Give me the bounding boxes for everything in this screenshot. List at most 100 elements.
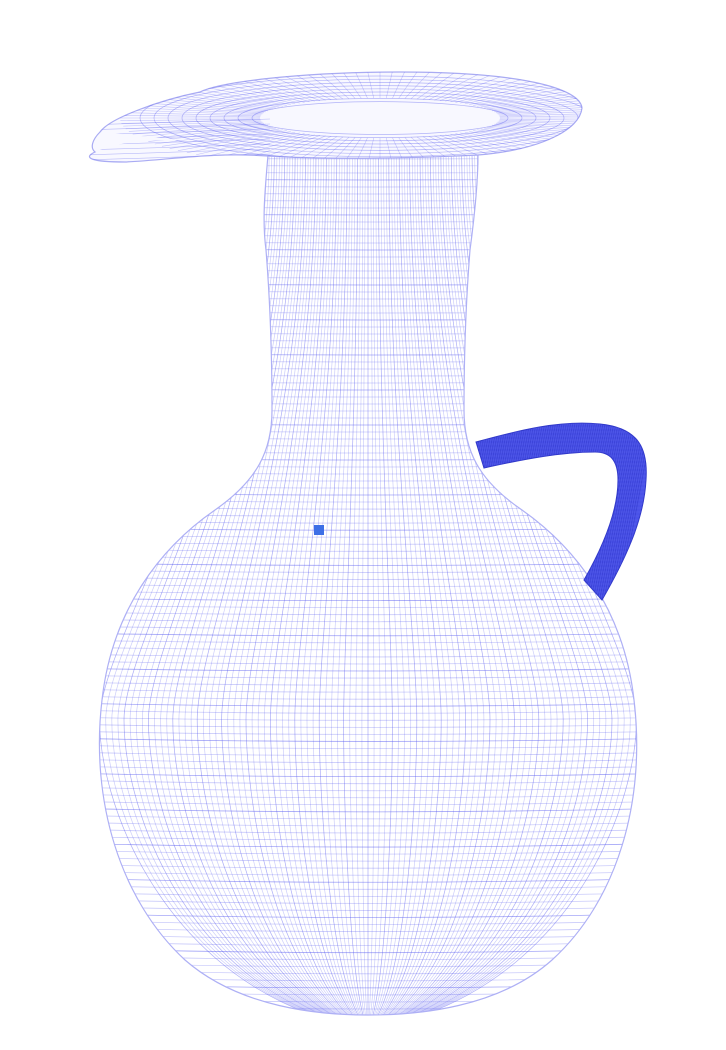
rim-spoke-line [120, 118, 261, 122]
rim-spoke-line [495, 122, 582, 132]
mesh-meridian-line [239, 155, 344, 1015]
rim-spoke-line [494, 123, 582, 135]
mesh-ring-line [99, 352, 637, 356]
mesh-ring-line [99, 611, 637, 616]
mesh-ring-line [99, 835, 637, 841]
rim-spoke-line [339, 72, 362, 99]
mesh-ring-line [99, 716, 637, 721]
rim-spoke-line [392, 137, 408, 162]
mesh-meridian-line [337, 155, 363, 1015]
mesh-ring-line [99, 485, 637, 489]
rim-spoke-line [489, 125, 582, 140]
mesh-meridian-line [388, 155, 473, 1015]
rim-spoke-line [494, 101, 582, 113]
rim-spoke-line [499, 114, 582, 118]
mesh-ring-line [99, 562, 637, 566]
mesh-ring-line [99, 933, 637, 939]
mesh-ring-line [99, 261, 637, 265]
mesh-ring-line [99, 408, 637, 412]
mesh-meridian-line [355, 155, 366, 1015]
rim-spoke-line [128, 104, 265, 114]
mesh-ring-line [99, 177, 637, 181]
mesh-ring-line [99, 730, 637, 735]
rim-spoke-line [169, 129, 283, 149]
mesh-ring-line [99, 275, 637, 279]
mesh-ring-line [99, 415, 637, 419]
pitcher-rim-spout[interactable] [85, 66, 640, 170]
spout-line [89, 118, 271, 126]
rim-spoke-line [392, 72, 408, 99]
rim-spoke-line [439, 72, 511, 101]
mesh-ring-line [99, 163, 637, 167]
rim-spoke-line [483, 127, 582, 145]
rim-spoke-line [410, 72, 448, 99]
mesh-ring-line [99, 709, 637, 714]
handle-rib-line [476, 423, 486, 600]
mesh-meridian-line [233, 155, 342, 1015]
rim-spoke-line [339, 137, 362, 162]
mesh-ring-line [99, 723, 637, 728]
rim-spoke-line [123, 109, 262, 116]
mesh-ring-line [99, 744, 637, 749]
mesh-ring-line [99, 317, 637, 321]
selected-vertex-marker[interactable] [314, 525, 324, 535]
mesh-ring-line [99, 492, 637, 496]
mesh-meridian-line [392, 155, 497, 1015]
rim-spoke-line [312, 137, 350, 162]
rim-spoke-line [385, 137, 394, 162]
mesh-ring-line [99, 310, 637, 314]
mesh-ring-line [99, 968, 637, 975]
mesh-ring-line [99, 401, 637, 405]
rim-band-line [153, 78, 582, 158]
rim-spoke-line [497, 121, 582, 130]
rim-spoke-line [486, 126, 582, 142]
mesh-ring-line [99, 590, 637, 594]
rim-spoke-line [455, 77, 544, 103]
mesh-ring-line [99, 548, 637, 552]
rim-spoke-line [120, 114, 261, 118]
rim-spoke-line [137, 124, 268, 137]
rim-spoke-line [398, 72, 421, 99]
rim-band-line [209, 91, 551, 145]
pitcher-handle[interactable] [436, 410, 660, 620]
rim-spoke-line [121, 112, 261, 117]
mesh-meridian-line [361, 155, 368, 1015]
mesh-ring-line [99, 184, 637, 188]
mesh-ring-line [99, 534, 637, 538]
mesh-meridian-line [282, 155, 352, 1015]
mesh-ring-line [99, 681, 637, 686]
rim-band-line [195, 88, 565, 148]
handle-rib-line [599, 423, 641, 600]
rim-spoke-line [499, 112, 582, 117]
mesh-ring-line [99, 373, 637, 377]
handle-rib-line [476, 423, 490, 600]
mesh-ring-line [99, 807, 637, 813]
mesh-ring-line [99, 772, 637, 778]
mesh-ring-line [99, 632, 637, 637]
rim-spoke-line [495, 104, 582, 114]
mesh-ring-line [99, 842, 637, 848]
mesh-meridian-line [196, 155, 335, 1015]
mesh-meridian-line [324, 155, 360, 1015]
rim-spoke-line [497, 106, 582, 115]
mesh-ring-line [99, 940, 637, 947]
mesh-ring-line [99, 569, 637, 573]
mesh-ring-line [99, 758, 637, 763]
mesh-ring-line [99, 695, 637, 700]
mesh-ring-line [99, 926, 637, 932]
mesh-meridian-line [373, 155, 399, 1015]
handle-rib-line [595, 423, 637, 600]
mesh-ring-line [99, 345, 637, 349]
mesh-meridian-line [399, 155, 527, 1015]
mesh-meridian-line [376, 155, 412, 1015]
rim-spoke-line [128, 122, 265, 132]
mesh-ring-line [99, 765, 637, 770]
handle-rib-line [476, 423, 494, 600]
mesh-ring-line [99, 541, 637, 545]
mesh-ring-line [99, 170, 637, 174]
mesh-ring-line [99, 849, 637, 855]
mesh-ring-line [99, 800, 637, 806]
mesh-meridian-line [288, 155, 353, 1015]
